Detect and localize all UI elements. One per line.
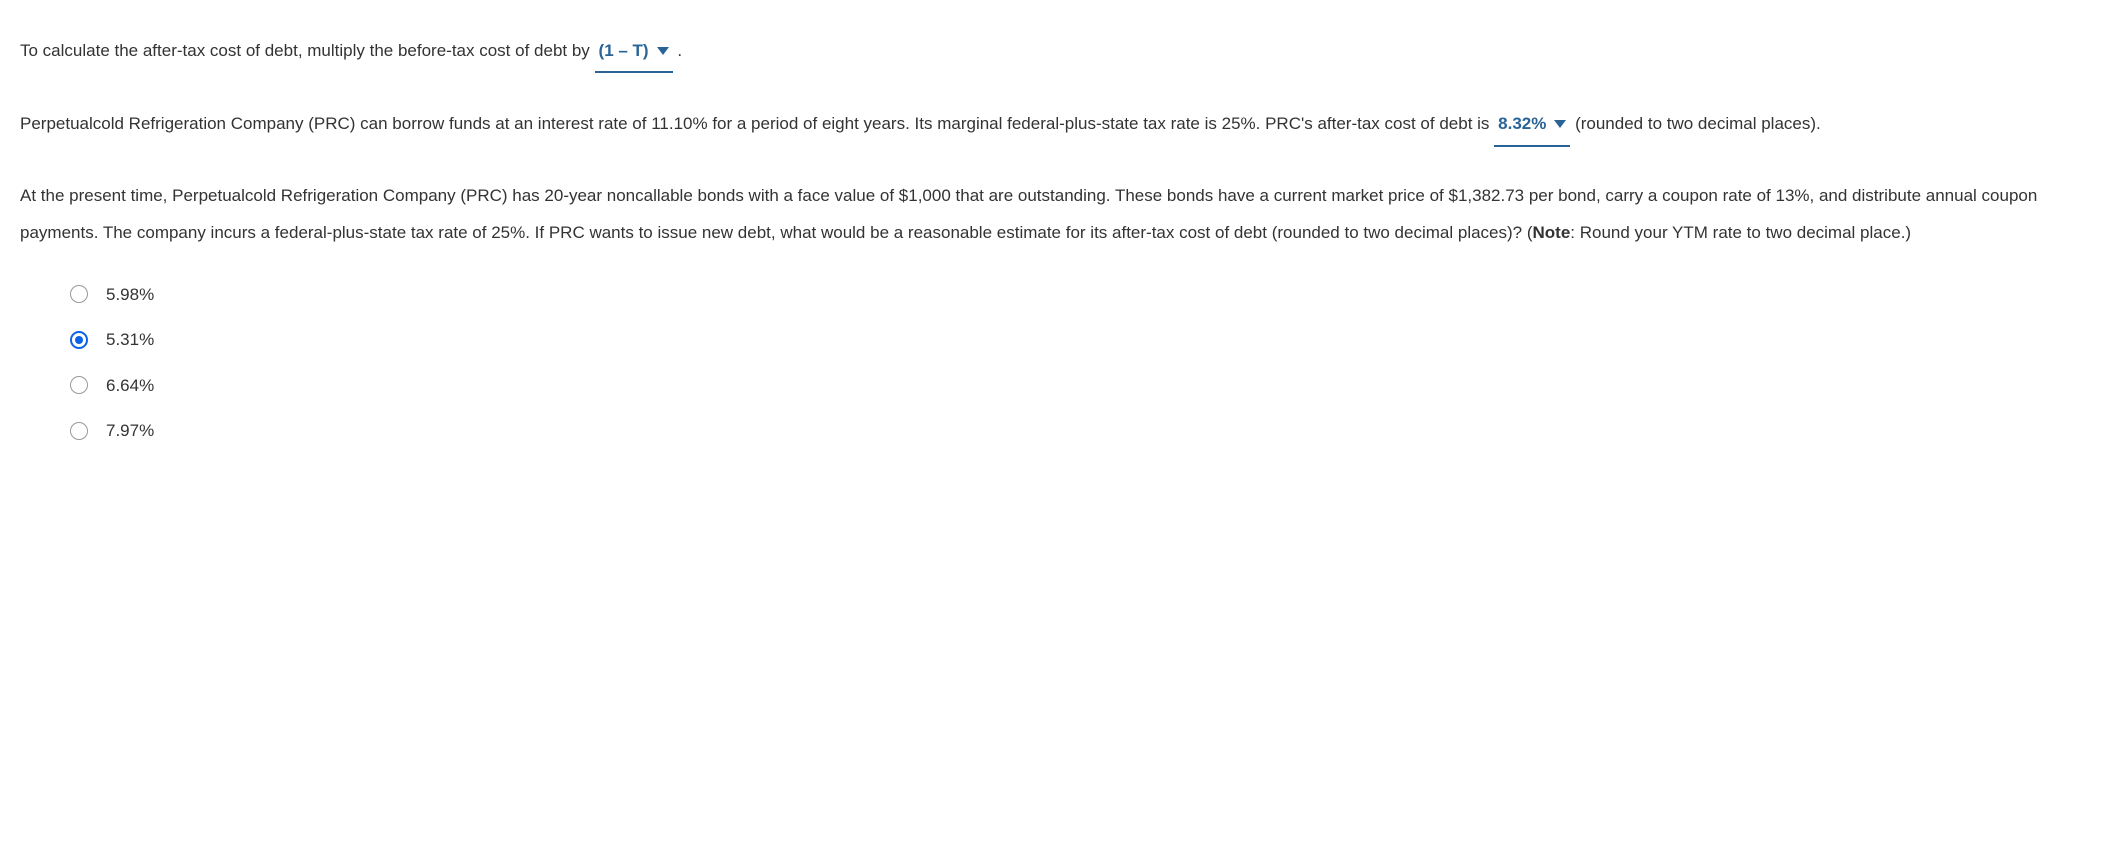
- q2-text-after: (rounded to two decimal places).: [1575, 114, 1821, 133]
- question-2: Perpetualcold Refrigeration Company (PRC…: [20, 103, 2104, 146]
- radio-icon[interactable]: [70, 331, 88, 349]
- radio-icon[interactable]: [70, 376, 88, 394]
- q3-note-label: Note: [1533, 223, 1571, 242]
- q3-option-0[interactable]: 5.98%: [70, 282, 2104, 308]
- q3-text2: : Round your YTM rate to two decimal pla…: [1570, 223, 1911, 242]
- q3-option-label: 7.97%: [106, 418, 154, 444]
- q1-text-after: .: [677, 41, 682, 60]
- q2-text-before: Perpetualcold Refrigeration Company (PRC…: [20, 114, 1494, 133]
- q3-option-3[interactable]: 7.97%: [70, 418, 2104, 444]
- chevron-down-icon: [657, 47, 669, 55]
- q1-dropdown-value: (1 – T): [599, 32, 649, 69]
- q2-dropdown-value: 8.32%: [1498, 105, 1546, 142]
- question-3: At the present time, Perpetualcold Refri…: [20, 177, 2104, 252]
- q2-dropdown[interactable]: 8.32%: [1494, 103, 1570, 146]
- q3-options: 5.98% 5.31% 6.64% 7.97%: [20, 282, 2104, 444]
- q3-option-2[interactable]: 6.64%: [70, 373, 2104, 399]
- q3-option-label: 6.64%: [106, 373, 154, 399]
- chevron-down-icon: [1554, 120, 1566, 128]
- q3-option-label: 5.31%: [106, 327, 154, 353]
- q1-text-before: To calculate the after-tax cost of debt,…: [20, 41, 595, 60]
- q3-option-1[interactable]: 5.31%: [70, 327, 2104, 353]
- radio-icon[interactable]: [70, 285, 88, 303]
- radio-icon[interactable]: [70, 422, 88, 440]
- question-1: To calculate the after-tax cost of debt,…: [20, 30, 2104, 73]
- q1-dropdown[interactable]: (1 – T): [595, 30, 673, 73]
- q3-option-label: 5.98%: [106, 282, 154, 308]
